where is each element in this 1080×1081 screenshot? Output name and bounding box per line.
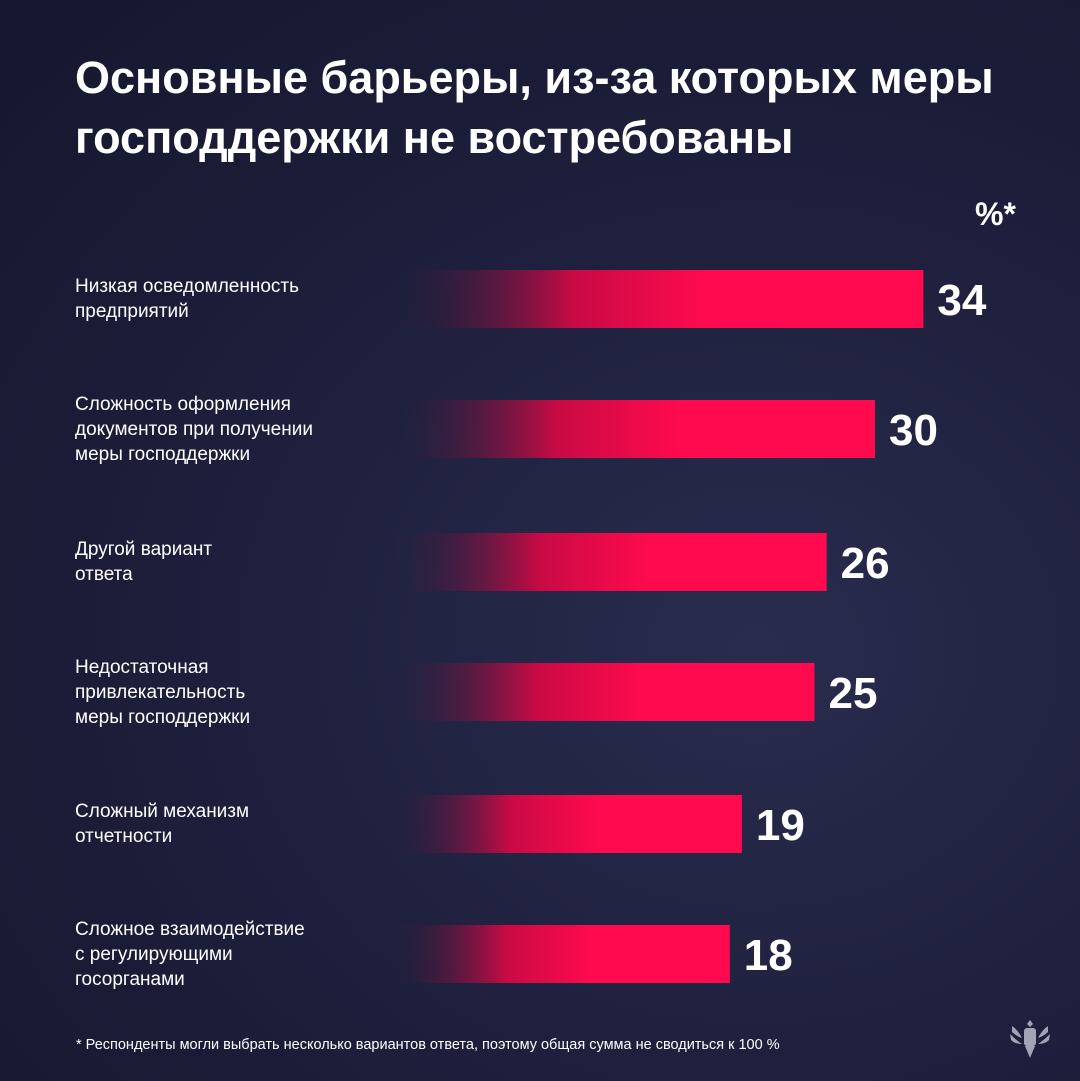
bar bbox=[385, 795, 742, 853]
bar bbox=[385, 925, 730, 983]
category-label: Недостаточная привлекательность меры гос… bbox=[75, 656, 251, 728]
bar bbox=[385, 533, 827, 591]
bar bbox=[385, 400, 875, 458]
category-label: Сложный механизм отчетности bbox=[75, 801, 250, 847]
unit-label: %* bbox=[975, 196, 1016, 232]
data-label: 34 bbox=[937, 276, 986, 325]
category-label: Другой вариант ответа bbox=[75, 539, 213, 585]
data-label: 25 bbox=[829, 669, 878, 718]
data-label: 30 bbox=[889, 406, 938, 455]
bar bbox=[385, 663, 815, 721]
chart-title: Основные барьеры, из-за которых меры гос… bbox=[75, 52, 994, 163]
data-label: 19 bbox=[756, 801, 805, 850]
emblem-logo-icon bbox=[1010, 1020, 1050, 1058]
data-label: 18 bbox=[744, 931, 793, 980]
category-label: Сложное взаимодействие с регулирующими г… bbox=[75, 918, 305, 990]
bar bbox=[385, 270, 924, 328]
data-label: 26 bbox=[841, 539, 890, 588]
footnote: * Респонденты могли выбрать несколько ва… bbox=[76, 1037, 780, 1053]
category-label: Сложность оформления документов при полу… bbox=[75, 393, 313, 465]
category-label: Низкая осведомленность предприятий bbox=[75, 276, 300, 322]
